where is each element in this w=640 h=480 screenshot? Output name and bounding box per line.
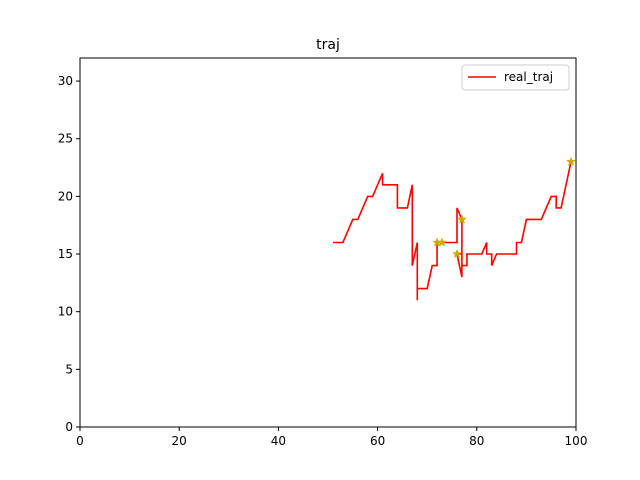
plot-frame (79, 57, 577, 428)
y-axis: 0 5 10 15 20 25 30 (58, 74, 80, 434)
legend-label-real-traj: real_traj (504, 70, 553, 84)
plot-area (80, 58, 576, 427)
x-tick-label: 20 (172, 434, 187, 448)
x-tick-label: 0 (76, 434, 84, 448)
x-tick-label: 80 (469, 434, 484, 448)
y-tick-label: 15 (58, 247, 73, 261)
chart-title: traj (316, 37, 340, 53)
y-tick-label: 0 (65, 420, 73, 434)
marker-layer (432, 156, 576, 259)
x-tick-label: 100 (565, 434, 588, 448)
star-marker (452, 248, 462, 259)
y-tick-label: 10 (58, 305, 73, 319)
x-tick-label: 60 (370, 434, 385, 448)
star-marker (566, 156, 576, 166)
legend-box (461, 64, 570, 91)
y-tick-label: 25 (58, 132, 73, 146)
star-marker (456, 214, 467, 224)
legend: real_traj (461, 64, 570, 91)
x-axis: 0 20 40 60 80 100 (76, 427, 587, 448)
x-tick-label: 40 (271, 434, 286, 448)
y-tick-label: 5 (65, 362, 73, 376)
y-tick-label: 30 (58, 74, 73, 88)
y-tick-label: 20 (58, 189, 73, 203)
star-marker (437, 237, 448, 247)
